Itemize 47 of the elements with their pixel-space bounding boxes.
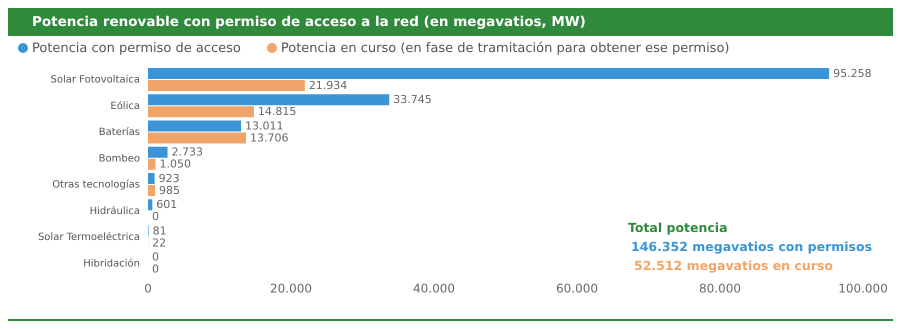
data-label: 0 (152, 250, 159, 264)
x-tick-label: 0 (144, 282, 152, 296)
data-label: 95.258 (833, 66, 872, 80)
data-label: 13.011 (245, 119, 284, 132)
bar (148, 199, 152, 210)
x-tick-label: 40.000 (413, 282, 455, 296)
data-label: 0 (152, 210, 159, 224)
y-tick-label: Hidráulica (90, 206, 140, 217)
data-label: 22 (152, 236, 166, 250)
bar (148, 80, 305, 91)
legend-label: Potencia en curso (en fase de tramitación para obtener ese permiso) (280, 40, 730, 56)
data-label: 601 (156, 198, 178, 212)
bar (148, 94, 390, 106)
annotation: 146.352 megavatios con permisos (630, 238, 872, 256)
bar (148, 132, 246, 144)
data-label: 14.815 (258, 105, 296, 118)
chart-title: Potencia renovable con permiso de acceso a la red (en megavatios, MW) (8, 8, 893, 36)
annotation: Total potencia (628, 219, 729, 237)
y-tick-label: Bombeo (98, 153, 140, 164)
data-label: 33.745 (393, 93, 432, 106)
bar (148, 158, 156, 170)
bar (148, 120, 242, 132)
data-label: 2.733 (172, 146, 204, 159)
data-label: 21.934 (308, 78, 348, 92)
data-label: 0 (152, 262, 159, 276)
x-tick-label: 80.000 (699, 282, 741, 296)
x-tick-label: 20.000 (270, 282, 312, 296)
data-label: 13.706 (250, 131, 288, 144)
y-tick-label: Hibridación (83, 258, 140, 270)
bar (148, 68, 830, 79)
data-label: 81 (152, 224, 167, 238)
y-tick-label: Otras tecnologías (52, 180, 140, 191)
y-tick-label: Solar Termoeléctrica (38, 232, 140, 244)
bar (148, 146, 168, 158)
y-tick-label: Eólica (110, 100, 140, 112)
data-label: 985 (159, 184, 180, 197)
bar (148, 173, 155, 184)
annotation: 52.512 megavatios en curso (633, 257, 834, 275)
x-tick-label: 60.000 (556, 282, 598, 296)
data-label: 923 (158, 172, 180, 185)
data-label: 1.050 (160, 158, 192, 171)
x-tick-label: 100.000 (838, 282, 888, 296)
y-tick-label: Solar Fotovoltaica (50, 74, 140, 86)
bar (148, 185, 156, 196)
bar (148, 106, 254, 118)
y-tick-label: Baterías (98, 127, 140, 138)
legend-label: Potencia con permiso de acceso (32, 40, 241, 56)
